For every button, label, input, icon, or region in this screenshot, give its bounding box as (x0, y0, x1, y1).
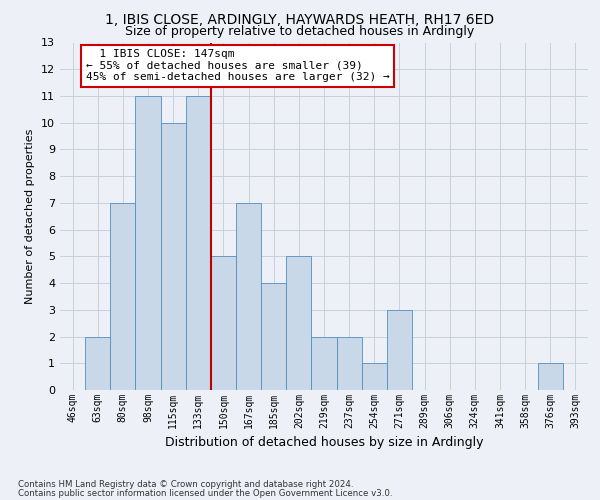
Bar (186, 96, 211, 390)
Bar (211, 256, 236, 390)
Bar (311, 336, 337, 390)
Text: 1, IBIS CLOSE, ARDINGLY, HAYWARDS HEATH, RH17 6ED: 1, IBIS CLOSE, ARDINGLY, HAYWARDS HEATH,… (106, 12, 494, 26)
Text: Size of property relative to detached houses in Ardingly: Size of property relative to detached ho… (125, 25, 475, 38)
Bar (236, 203, 261, 390)
Bar (286, 256, 311, 390)
Bar (85, 336, 110, 390)
Bar (362, 364, 387, 390)
Text: Contains HM Land Registry data © Crown copyright and database right 2024.: Contains HM Land Registry data © Crown c… (18, 480, 353, 489)
Bar (337, 336, 362, 390)
Bar (261, 283, 286, 390)
Text: Contains public sector information licensed under the Open Government Licence v3: Contains public sector information licen… (18, 489, 392, 498)
Bar (110, 203, 136, 390)
Bar (161, 122, 186, 390)
Bar (387, 310, 412, 390)
X-axis label: Distribution of detached houses by size in Ardingly: Distribution of detached houses by size … (165, 436, 483, 450)
Bar (538, 364, 563, 390)
Y-axis label: Number of detached properties: Number of detached properties (25, 128, 35, 304)
Text: 1 IBIS CLOSE: 147sqm
← 55% of detached houses are smaller (39)
45% of semi-detac: 1 IBIS CLOSE: 147sqm ← 55% of detached h… (86, 49, 389, 82)
Bar (136, 96, 161, 390)
